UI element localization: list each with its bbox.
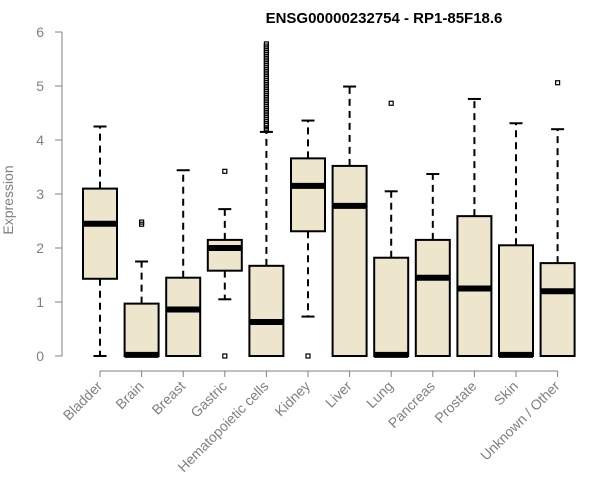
box-iqr bbox=[539, 262, 576, 357]
box-6 bbox=[331, 85, 368, 357]
box-iqr bbox=[331, 164, 368, 357]
x-tick-label: Breast bbox=[148, 378, 188, 418]
box-5 bbox=[290, 119, 326, 359]
x-tick-label: Skin bbox=[491, 378, 522, 409]
box-iqr bbox=[206, 238, 243, 272]
box-1 bbox=[123, 219, 160, 358]
y-tick-label: 4 bbox=[36, 132, 44, 148]
x-tick-label: Kidney bbox=[272, 378, 314, 420]
outlier-point bbox=[388, 100, 394, 106]
box-3 bbox=[206, 168, 243, 359]
box-iqr bbox=[498, 244, 534, 357]
chart-title: ENSG00000232754 - RP1-85F18.6 bbox=[266, 10, 503, 27]
y-tick-label: 0 bbox=[36, 348, 44, 364]
x-tick-label: Prostate bbox=[431, 378, 479, 426]
outlier-point bbox=[263, 41, 269, 47]
box-8 bbox=[414, 173, 451, 357]
box-iqr bbox=[248, 264, 285, 358]
box-4 bbox=[248, 41, 285, 358]
box-iqr bbox=[82, 187, 118, 280]
box-iqr bbox=[373, 256, 410, 357]
box-2 bbox=[165, 169, 202, 358]
box-iqr bbox=[414, 238, 451, 357]
y-tick-label: 1 bbox=[36, 294, 44, 310]
outlier-point bbox=[305, 353, 311, 359]
outlier-point bbox=[222, 353, 228, 359]
x-tick-label: Bladder bbox=[60, 378, 106, 424]
box-iqr bbox=[290, 157, 326, 233]
x-tick-label: Brain bbox=[112, 378, 146, 412]
x-tick-label: Liver bbox=[322, 378, 355, 411]
box-7 bbox=[373, 100, 410, 358]
x-tick-label: Unknown / Other bbox=[477, 378, 563, 464]
boxes-group bbox=[82, 41, 576, 359]
outlier-point bbox=[554, 80, 561, 86]
y-tick-label: 2 bbox=[36, 240, 44, 256]
outlier-point bbox=[139, 219, 145, 225]
y-axis-label: Expression bbox=[0, 165, 16, 234]
outlier-point bbox=[222, 168, 228, 174]
box-0 bbox=[82, 125, 118, 357]
box-9 bbox=[456, 97, 493, 357]
box-iqr bbox=[165, 276, 202, 358]
x-tick-label: Lung bbox=[363, 378, 396, 411]
box-10 bbox=[498, 122, 534, 358]
y-axis: 0 1 2 3 4 5 6 bbox=[36, 24, 63, 364]
box-iqr bbox=[123, 302, 160, 357]
y-tick-label: 6 bbox=[36, 24, 44, 40]
y-tick-label: 3 bbox=[36, 186, 44, 202]
y-tick-label: 5 bbox=[36, 78, 44, 94]
box-11 bbox=[539, 80, 576, 357]
